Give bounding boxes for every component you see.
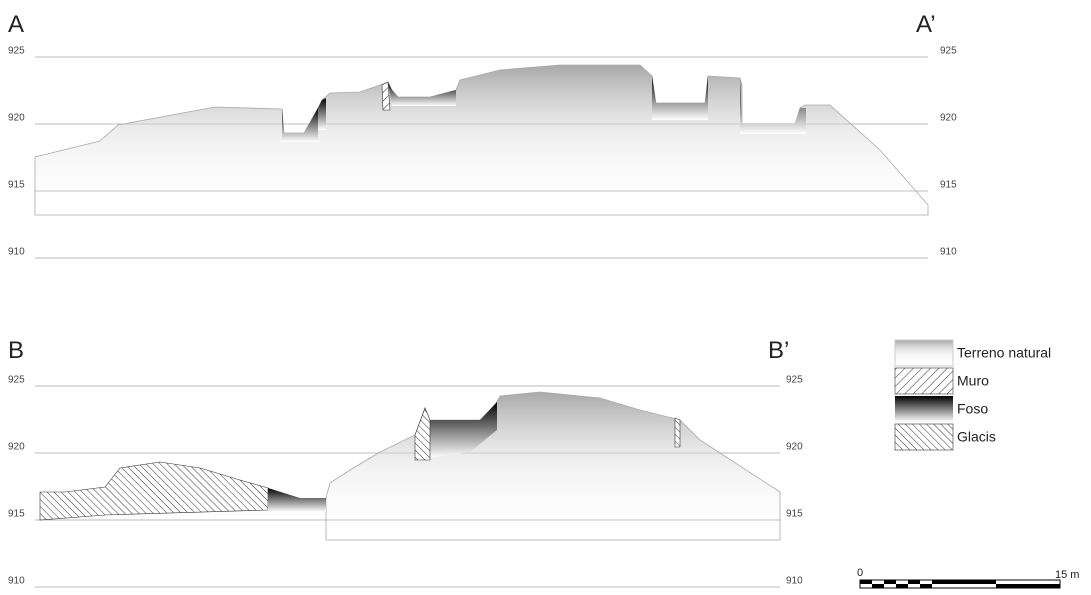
section-start-label: A [8, 11, 24, 38]
elevation-label: 920 [8, 442, 25, 453]
muro [381, 81, 391, 111]
scale-min: 0 [857, 567, 863, 579]
elevation-label: 925 [786, 375, 803, 386]
elevation-label: 920 [786, 442, 803, 453]
foso [652, 76, 708, 120]
terrain [34, 64, 929, 216]
legend-label: Muro [957, 373, 989, 389]
elevation-label: 910 [786, 576, 803, 587]
legend-label: Terreno natural [957, 345, 1051, 361]
legend-swatch [894, 423, 954, 451]
foso [318, 98, 326, 130]
elevation-label: 910 [8, 247, 25, 258]
elevation-label: 925 [8, 46, 25, 57]
muro [674, 417, 681, 448]
terrain [325, 391, 781, 541]
legend-swatch [894, 339, 954, 367]
legend-swatch [895, 396, 953, 422]
elevation-label: 915 [786, 509, 803, 520]
elevation-label: 915 [8, 180, 25, 191]
foso [282, 108, 318, 142]
legend-label: Glacis [957, 429, 996, 445]
legend-label: Foso [957, 401, 988, 417]
glacis [414, 407, 431, 461]
profile-a [34, 64, 929, 216]
elevation-label: 915 [8, 509, 25, 520]
glacis [39, 461, 269, 521]
profile-b [39, 391, 781, 541]
scale-max: 15 m [1055, 569, 1079, 581]
foso [430, 402, 497, 458]
elevation-label: 915 [940, 180, 957, 191]
legend: Terreno natural Muro Foso Glacis [894, 339, 1051, 451]
legend-swatch [894, 367, 954, 395]
elevation-label: 920 [940, 113, 957, 124]
foso [268, 488, 326, 512]
elevation-label: 910 [940, 247, 957, 258]
scale-bar: 0 15 m [857, 567, 1079, 589]
elevation-label: 910 [8, 576, 25, 587]
foso [388, 82, 456, 106]
foso [740, 78, 806, 134]
section-end-label: B’ [768, 337, 789, 364]
elevation-label: 925 [8, 375, 25, 386]
elevation-label: 925 [940, 46, 957, 57]
elevation-label: 920 [8, 113, 25, 124]
section-end-label: A’ [916, 11, 936, 38]
section-start-label: B [8, 337, 24, 364]
